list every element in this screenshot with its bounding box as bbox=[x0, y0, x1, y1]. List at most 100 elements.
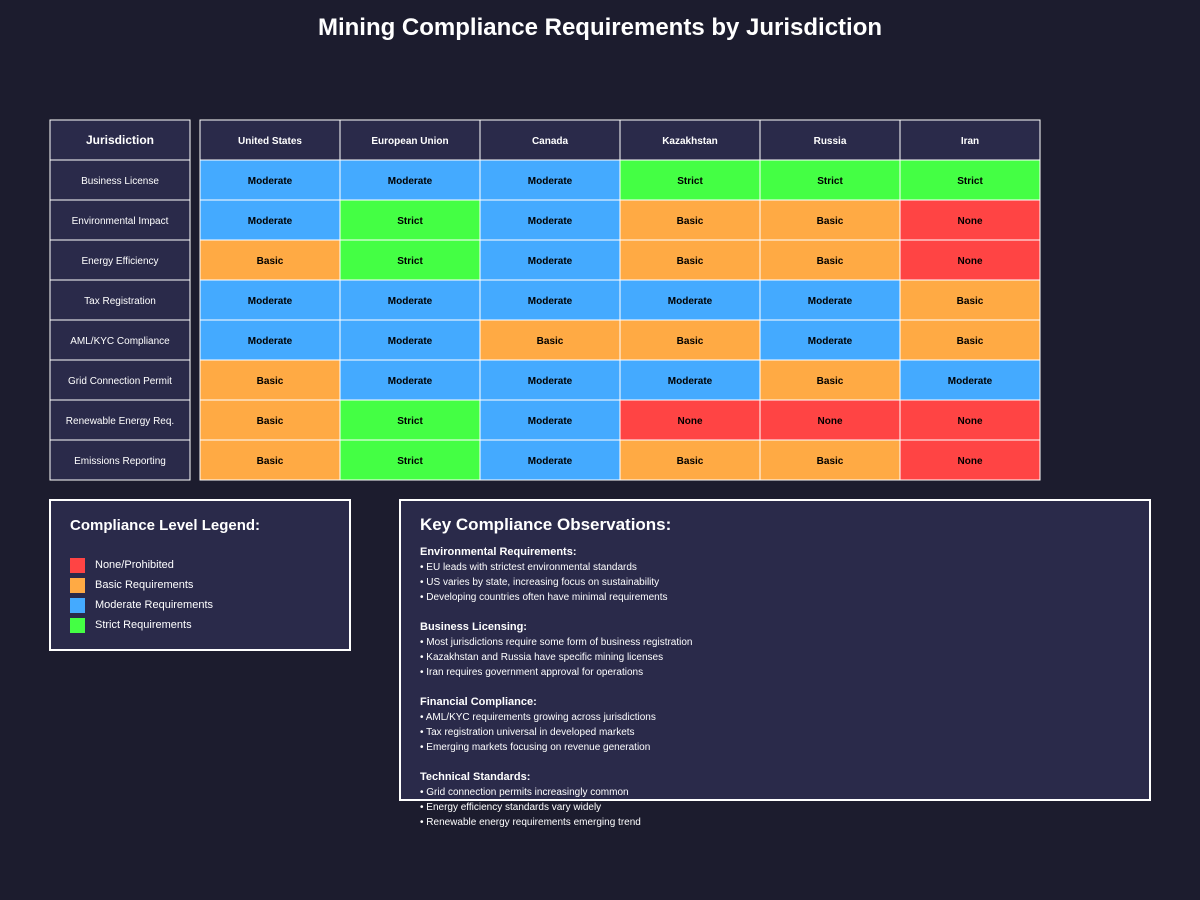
heatmap-cell bbox=[619, 159, 761, 201]
row-header-label: AML/KYC Compliance bbox=[70, 336, 170, 347]
legend-list: None/Prohibited Basic Requirements Moderat… bbox=[70, 555, 213, 635]
observation-bullet: • Iran requires government approval for … bbox=[420, 667, 644, 678]
observation-bullet: • Tax registration universal in develope… bbox=[420, 727, 635, 738]
heatmap-cell-label: Moderate bbox=[528, 456, 573, 467]
heatmap-cell-label: Moderate bbox=[528, 416, 573, 427]
heatmap-cell-label: Basic bbox=[817, 216, 844, 227]
observation-bullet: • US varies by state, increasing focus o… bbox=[420, 577, 660, 588]
row-header-cell bbox=[49, 399, 191, 441]
corner-header-cell bbox=[49, 119, 191, 161]
heatmap-cell bbox=[759, 159, 901, 201]
heatmap-cell-label: Moderate bbox=[948, 376, 993, 387]
legend-label: None/Prohibited bbox=[95, 559, 174, 571]
legend-item: Moderate Requirements bbox=[70, 595, 213, 615]
heatmap-cell bbox=[899, 439, 1041, 481]
row-header-label: Tax Registration bbox=[84, 296, 156, 307]
heatmap-cell-label: Strict bbox=[397, 216, 423, 227]
heatmap-cell bbox=[759, 199, 901, 241]
heatmap-cell-label: Moderate bbox=[388, 376, 433, 387]
heatmap-cell bbox=[899, 199, 1041, 241]
heatmap-cell-label: Moderate bbox=[668, 296, 713, 307]
heatmap-cell-label: Moderate bbox=[248, 176, 293, 187]
heatmap-cell bbox=[199, 359, 341, 401]
row-header-label: Grid Connection Permit bbox=[68, 376, 172, 387]
heatmap-cell bbox=[339, 319, 481, 361]
heatmap-cell bbox=[339, 239, 481, 281]
heatmap-cell-label: Strict bbox=[397, 256, 423, 267]
heatmap-cell-label: Moderate bbox=[808, 336, 853, 347]
observation-bullet: • Energy efficiency standards vary widel… bbox=[420, 802, 602, 813]
column-header-label: United States bbox=[238, 136, 302, 147]
legend-title: Compliance Level Legend: bbox=[70, 517, 261, 534]
heatmap-cell-label: Basic bbox=[257, 376, 284, 387]
observation-bullet: • Developing countries often have minima… bbox=[420, 592, 668, 603]
heatmap-cell bbox=[759, 399, 901, 441]
observation-section: Business Licensing: • Most jurisdictions … bbox=[420, 620, 1120, 680]
heatmap-cell-label: Moderate bbox=[248, 296, 293, 307]
heatmap-cell-label: Basic bbox=[957, 336, 984, 347]
heatmap-cell-label: Moderate bbox=[808, 296, 853, 307]
heatmap-cell-label: Strict bbox=[397, 416, 423, 427]
observation-bullet: • Most jurisdictions require some form o… bbox=[420, 637, 693, 648]
heatmap-cell-label: Strict bbox=[677, 176, 703, 187]
row-header-cell bbox=[49, 239, 191, 281]
column-header-cell bbox=[199, 119, 341, 161]
heatmap-cell bbox=[759, 359, 901, 401]
heatmap-cell-label: None bbox=[958, 256, 983, 267]
heatmap-cell-label: Basic bbox=[677, 216, 704, 227]
heatmap-cell bbox=[199, 399, 341, 441]
observations-sections: Environmental Requirements: • EU leads wi… bbox=[420, 545, 1120, 845]
observation-section: Technical Standards: • Grid connection pe… bbox=[420, 770, 1120, 830]
heatmap-cell bbox=[199, 239, 341, 281]
column-header-label: Iran bbox=[961, 136, 979, 147]
observation-bullet: • Renewable energy requirements emerging… bbox=[420, 817, 641, 828]
legend-item: None/Prohibited bbox=[70, 555, 213, 575]
heatmap-cell-label: Basic bbox=[677, 456, 704, 467]
heatmap-cell-label: Basic bbox=[257, 416, 284, 427]
heatmap-cell bbox=[479, 439, 621, 481]
heatmap-cell bbox=[619, 199, 761, 241]
heatmap-cell bbox=[199, 199, 341, 241]
heatmap-cell-label: Moderate bbox=[668, 376, 713, 387]
heatmap-cell-label: None bbox=[958, 216, 983, 227]
heatmap-cell bbox=[899, 239, 1041, 281]
heatmap-cell bbox=[339, 159, 481, 201]
heatmap-cell bbox=[619, 439, 761, 481]
row-header-cell bbox=[49, 319, 191, 361]
heatmap-cell-label: Strict bbox=[397, 456, 423, 467]
legend-swatch bbox=[70, 557, 85, 573]
heatmap-cell bbox=[339, 199, 481, 241]
row-header-label: Emissions Reporting bbox=[74, 456, 166, 467]
heatmap-cell bbox=[479, 319, 621, 361]
heatmap-cell bbox=[479, 199, 621, 241]
heatmap-cell-label: None bbox=[958, 416, 983, 427]
heatmap-cell bbox=[199, 159, 341, 201]
heatmap-cell-label: None bbox=[818, 416, 843, 427]
heatmap-cell-label: Moderate bbox=[528, 176, 573, 187]
heatmap-cell-label: Basic bbox=[537, 336, 564, 347]
heatmap-cell-label: Moderate bbox=[248, 336, 293, 347]
legend-swatch bbox=[70, 577, 85, 593]
heatmap-cell-label: None bbox=[678, 416, 703, 427]
heatmap-cell bbox=[899, 319, 1041, 361]
observation-section: Environmental Requirements: • EU leads wi… bbox=[420, 545, 1120, 605]
heatmap-cell bbox=[899, 359, 1041, 401]
observations-title: Key Compliance Observations: bbox=[420, 515, 672, 534]
heatmap-cell bbox=[199, 279, 341, 321]
legend-swatch bbox=[70, 597, 85, 613]
observation-bullet: • AML/KYC requirements growing across ju… bbox=[420, 712, 656, 723]
row-header-label: Energy Efficiency bbox=[81, 256, 158, 267]
heatmap-cell-label: Moderate bbox=[248, 216, 293, 227]
heatmap-cell bbox=[759, 439, 901, 481]
row-header-cell bbox=[49, 159, 191, 201]
heatmap-cell bbox=[339, 399, 481, 441]
observation-heading: Technical Standards: bbox=[420, 771, 531, 783]
heatmap-cell bbox=[619, 359, 761, 401]
heatmap-cell-label: Basic bbox=[677, 336, 704, 347]
heatmap-cell bbox=[619, 399, 761, 441]
heatmap-cell bbox=[339, 359, 481, 401]
heatmap-cell-label: Basic bbox=[257, 456, 284, 467]
heatmap-cell-label: None bbox=[958, 456, 983, 467]
observation-heading: Business Licensing: bbox=[420, 621, 527, 633]
column-header-cell bbox=[339, 119, 481, 161]
